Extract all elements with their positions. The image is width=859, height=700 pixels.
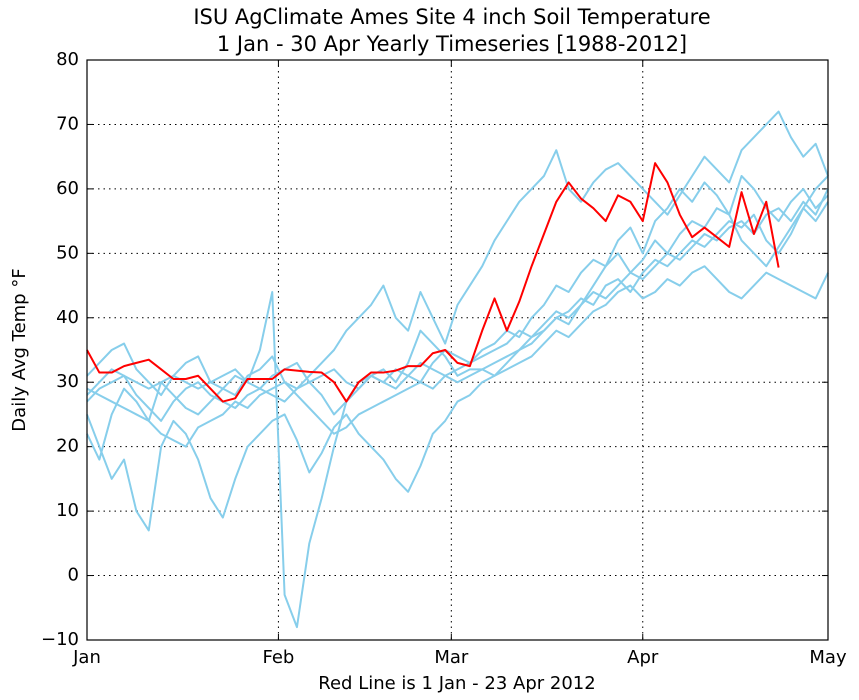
y-tick-label: 0 xyxy=(68,565,79,586)
y-tick-label: 50 xyxy=(56,242,79,263)
y-tick-label: 20 xyxy=(56,436,79,457)
x-tick-label: Apr xyxy=(627,647,659,668)
plot-frame xyxy=(86,59,829,641)
data-line xyxy=(86,175,829,629)
x-axis-label: Red Line is 1 Jan - 23 Apr 2012 xyxy=(318,673,595,694)
x-tick-label: Jan xyxy=(72,647,101,668)
x-tick-label: May xyxy=(809,647,847,668)
y-tick-label: −10 xyxy=(41,629,79,650)
y-tick-label: 80 xyxy=(56,49,79,70)
data-line xyxy=(86,162,780,403)
data-line xyxy=(86,201,829,532)
y-tick-label: 70 xyxy=(56,113,79,134)
data-line xyxy=(86,175,829,416)
data-line xyxy=(86,265,829,448)
y-tick-label: 30 xyxy=(56,371,79,392)
chart-title: ISU AgClimate Ames Site 4 inch Soil Temp… xyxy=(193,5,710,29)
y-tick-label: 60 xyxy=(56,178,79,199)
y-axis-label: Daily Avg Temp °F xyxy=(9,268,30,431)
data-line xyxy=(86,188,829,422)
y-tick-label: 40 xyxy=(56,307,79,328)
y-tick-label: 10 xyxy=(56,500,79,521)
x-tick-label: Mar xyxy=(434,647,469,668)
chart-subtitle: 1 Jan - 30 Apr Yearly Timeseries [1988-2… xyxy=(217,32,687,56)
x-tick-label: Feb xyxy=(262,647,294,668)
